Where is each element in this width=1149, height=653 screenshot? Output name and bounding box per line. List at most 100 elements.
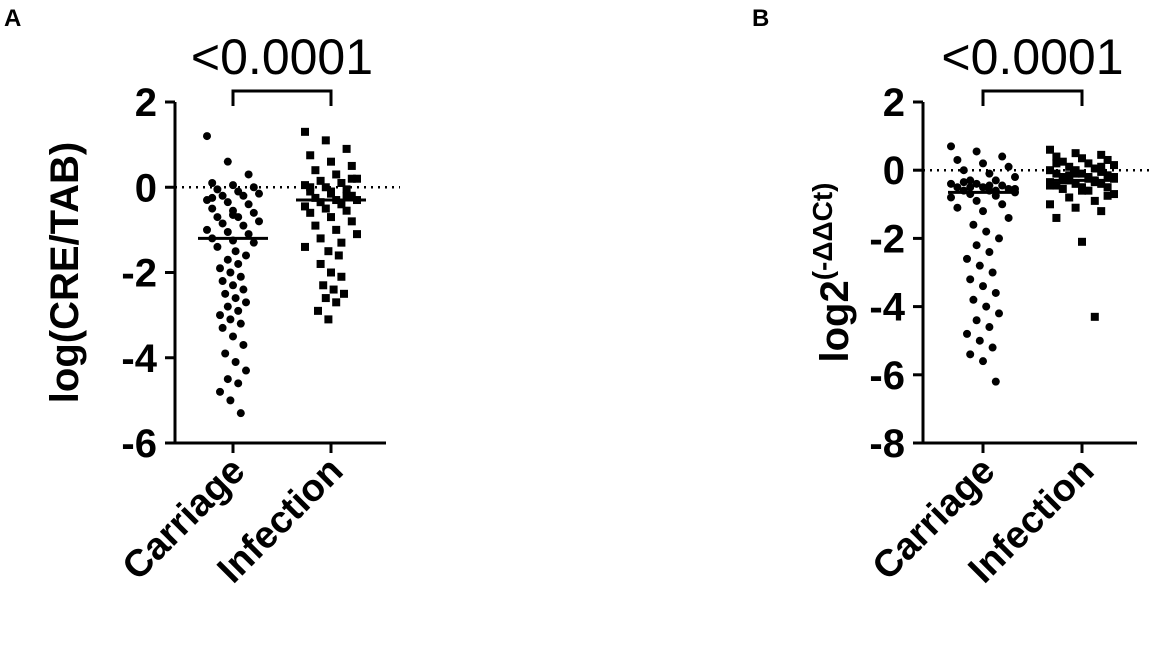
data-point [1084,159,1093,168]
data-point [231,358,240,367]
data-point [947,193,955,202]
data-point [1097,167,1106,176]
data-point [242,298,250,307]
data-point [213,213,222,222]
y-tick-label: 2 [135,81,157,125]
y-tick-label: -2 [869,217,905,261]
data-point [1065,193,1074,202]
panel-label: A [4,5,21,32]
data-point [321,136,330,145]
data-point [249,208,258,217]
data-point [239,221,248,230]
significance-label: <0.0001 [191,29,373,85]
data-point [959,178,968,187]
data-point [991,377,1000,386]
data-point [988,268,997,277]
data-point [316,234,325,243]
data-point [1110,161,1118,170]
data-point [249,183,258,192]
data-point [979,282,987,291]
data-point [255,189,263,198]
data-point [239,285,248,294]
data-point [1052,159,1061,168]
y-tick-label: -4 [869,286,905,330]
data-point [327,213,335,222]
data-point [959,166,968,175]
data-point [1097,150,1106,159]
y-axis-label: log(CRE/TAB) [43,142,87,403]
data-point [1071,203,1080,212]
data-point [947,179,955,188]
data-point [218,191,227,200]
data-point [963,254,971,263]
y-tick-label: -8 [869,422,905,466]
data-point [223,228,232,237]
data-point [213,242,222,251]
data-point [1090,164,1099,173]
y-axis-label-main: log(CRE/TAB) [43,142,87,403]
data-point [321,204,330,213]
data-point [229,332,237,341]
data-point [995,309,1003,318]
data-point [1078,186,1086,195]
significance-bracket [981,89,1084,106]
data-point [208,204,217,213]
data-point [985,323,994,332]
data-point [316,259,325,268]
data-point [347,217,356,226]
data-point [301,181,309,190]
data-point [966,275,975,284]
data-point [327,187,335,196]
data-point [1110,190,1118,199]
data-point [236,409,245,418]
data-point [203,132,211,141]
data-point [975,261,984,270]
data-point [242,366,250,375]
data-point [1065,162,1074,171]
data-point [301,242,309,251]
data-point [236,319,245,328]
data-point [347,174,356,183]
data-point [332,298,341,307]
data-point [342,191,351,200]
panel-label: B [752,5,769,32]
data-point [1078,169,1086,178]
data-point [966,183,975,192]
data-point [1004,162,1013,171]
data-point [347,161,356,170]
data-point [972,196,981,205]
data-point [1058,157,1067,166]
data-point [1103,171,1112,180]
data-point [316,176,325,185]
data-point [1052,213,1061,222]
data-point [226,396,235,405]
data-point [1046,145,1054,154]
data-point [985,248,994,257]
data-point [314,306,322,315]
data-point [1097,162,1106,171]
data-point [342,206,351,215]
data-point [226,315,235,324]
data-point [1046,166,1054,175]
data-point [979,357,987,366]
data-point [208,193,217,202]
data-point [998,181,1007,190]
data-point [249,238,258,247]
data-point [255,217,263,226]
data-point [242,251,250,260]
significance-label: <0.0001 [941,29,1123,85]
data-point [963,329,971,338]
data-point [321,294,330,303]
data-point [223,375,232,384]
significance-bracket [231,89,333,106]
y-tick-label: -6 [121,422,157,466]
data-point [334,251,343,260]
data-point [1097,179,1106,188]
data-point [953,203,962,212]
data-point [311,193,320,202]
data-point [972,179,981,188]
data-point [1078,154,1086,163]
y-tick-label: -2 [121,252,157,296]
data-point [306,183,315,192]
data-point [995,234,1003,243]
